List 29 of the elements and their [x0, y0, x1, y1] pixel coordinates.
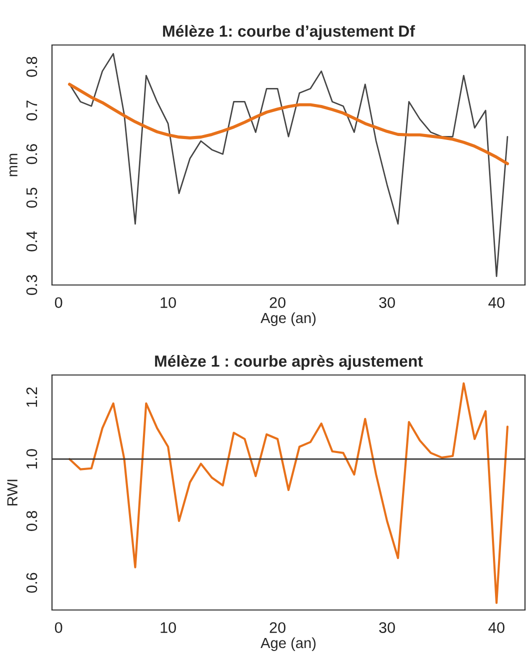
y-tick-label: 1.2 [26, 387, 38, 407]
x-axis-title: Age (an) [260, 312, 316, 326]
x-tick-label: 0 [54, 297, 62, 308]
x-tick-label: 20 [270, 297, 286, 308]
y-tick-label: 0.7 [26, 100, 38, 120]
y-axis-title: RWI [7, 480, 18, 506]
y-tick-label: 0.8 [26, 56, 38, 77]
x-tick-label: 30 [379, 622, 395, 634]
y-tick-label: 0.3 [26, 275, 38, 296]
x-axis-title: Age (an) [260, 637, 316, 652]
y-axis-title: mm [10, 154, 18, 176]
y-tick-label: 0.6 [26, 572, 38, 593]
x-tick-label: 10 [160, 297, 176, 308]
chart-title: Mélèze 1 : courbe après ajustement [155, 354, 423, 370]
chart-title: Mélèze 1: courbe d’ajustement Df [163, 24, 416, 40]
line-series [68, 82, 510, 166]
y-tick-label: 1.0 [26, 449, 38, 469]
x-tick-label: 0 [54, 622, 62, 634]
line-series [68, 382, 509, 604]
x-tick-label: 30 [379, 297, 395, 308]
line-series [68, 53, 508, 277]
y-tick-label: 0.5 [26, 188, 38, 208]
y-tick-label: 0.4 [26, 231, 38, 252]
x-tick-label: 20 [270, 622, 286, 634]
x-tick-label: 10 [160, 622, 176, 634]
y-tick-label: 0.8 [26, 510, 38, 531]
y-tick-label: 0.6 [26, 144, 38, 164]
x-tick-label: 40 [488, 297, 504, 308]
x-tick-label: 40 [488, 622, 504, 634]
